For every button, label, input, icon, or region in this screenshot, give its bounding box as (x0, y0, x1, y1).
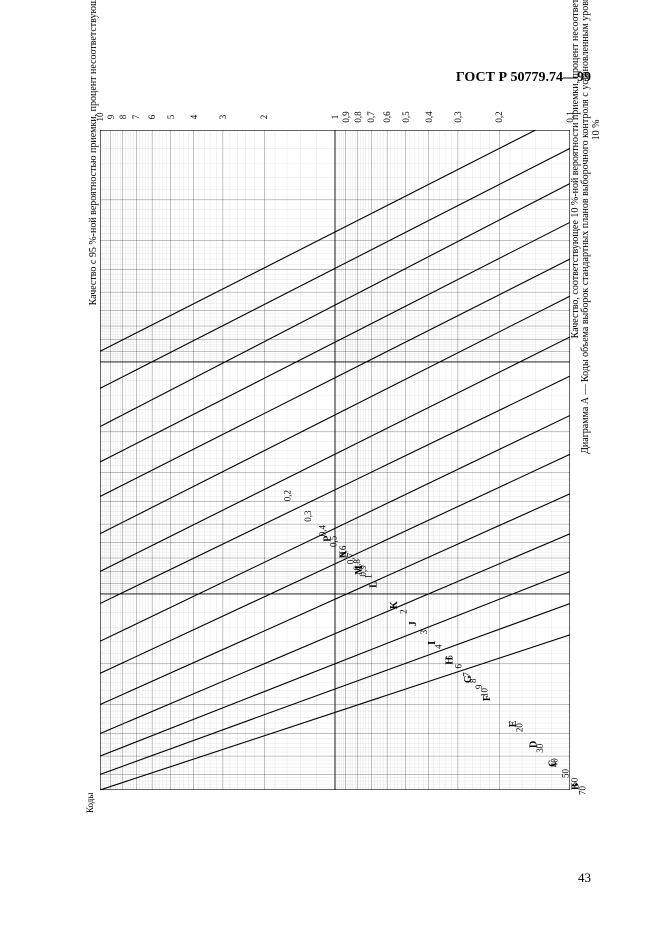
sample-size-code: C (548, 754, 649, 774)
sample-size-code: H (444, 650, 661, 670)
sample-size-code: J (408, 614, 661, 634)
y-tick: 8 (118, 102, 128, 132)
y-tick: 9 (106, 102, 116, 132)
y-tick: 0,9 (341, 102, 351, 132)
y-tick: 0,4 (424, 102, 434, 132)
y-tick: 10 (95, 102, 105, 132)
x-axis-label: Качество, соответствующее 10 %-ной вероя… (570, 0, 581, 460)
sample-size-code: F (482, 688, 661, 708)
y-tick: 0,7 (366, 102, 376, 132)
sample-size-code: D (529, 735, 661, 755)
y-tick: 2 (259, 102, 269, 132)
y-tick: 0,1 (565, 102, 575, 132)
y-tick: 0,8 (353, 102, 363, 132)
diagram-title: Диаграмма А — Коды объема выборок станда… (580, 0, 602, 460)
y-tick: 0,3 (453, 102, 463, 132)
sample-size-code: E (508, 714, 661, 734)
sample-size-code: B (570, 776, 625, 796)
codes-label: Коды (85, 773, 95, 813)
sample-size-code: L (368, 574, 661, 594)
y-tick: 1 (330, 102, 340, 132)
page-number: 43 (578, 870, 591, 886)
sampling-plan-chart: 0,10,20,30,40,50,60,70,80,912345678910 0… (100, 130, 570, 790)
y-tick: 6 (147, 102, 157, 132)
y-tick: 3 (218, 102, 228, 132)
sample-size-code: G (463, 669, 661, 689)
y-tick: 5 (166, 102, 176, 132)
y-tick: 7 (131, 102, 141, 132)
y-tick: 0,6 (382, 102, 392, 132)
y-tick: 4 (189, 102, 199, 132)
document-page: ГОСТ Р 50779.74—99 43 Диаграмма А — Коды… (0, 0, 661, 936)
y-tick: 0,2 (494, 102, 504, 132)
sample-size-code: K (389, 595, 661, 615)
y-axis-label: Качество с 95 %-ной вероятностью приемки… (88, 0, 99, 460)
y-tick: 0,5 (401, 102, 411, 132)
